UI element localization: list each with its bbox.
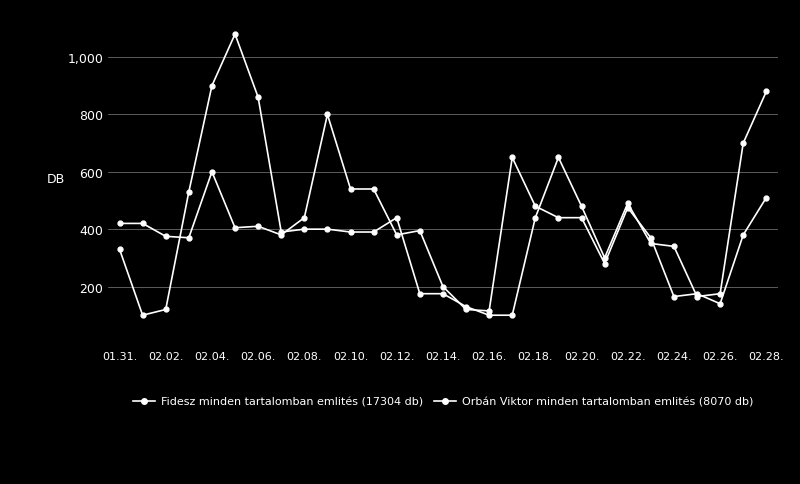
Legend: Fidesz minden tartalomban emlités (17304 db), Orbán Viktor minden tartalomban em: Fidesz minden tartalomban emlités (17304… (128, 392, 758, 411)
Y-axis label: DB: DB (47, 173, 66, 186)
